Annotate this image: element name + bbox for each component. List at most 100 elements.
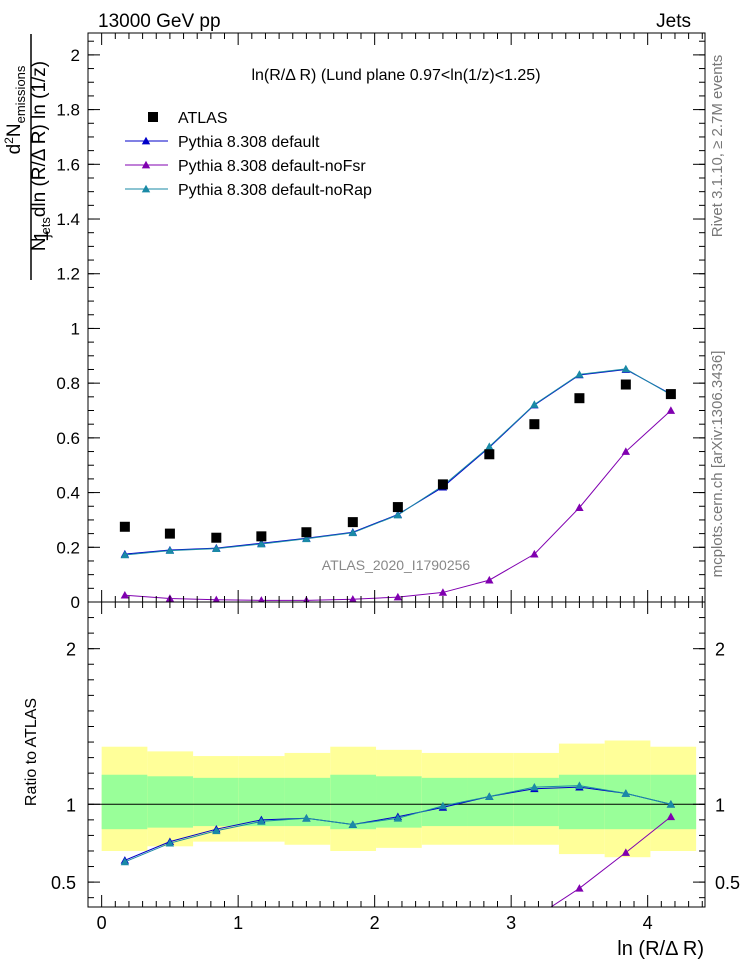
series-2-point <box>485 442 494 450</box>
rivet-note: Rivet 3.1.10, ≥ 2.7M events <box>709 55 726 238</box>
x-tick-label: 1 <box>233 913 243 933</box>
reference-point <box>620 379 631 390</box>
ratio-2-point <box>165 838 175 847</box>
ratio-tick-label-right: 2 <box>715 640 725 660</box>
y-label-den-rest: dln (R/Δ R) ln (1/z) <box>29 61 50 217</box>
legend-marker-reference <box>148 112 158 122</box>
ratio-axis-label: Ratio to ATLAS <box>23 698 40 806</box>
y-label-num-sub: emissions <box>13 65 28 123</box>
ratio-2-point <box>530 782 539 791</box>
ratio-2-point <box>666 800 676 808</box>
ratio-inner-band <box>604 774 651 830</box>
x-tick-label: 3 <box>506 913 516 933</box>
y-axis-label: 1 d2Nemissions Njetsdln (R/Δ R) ln (1/z) <box>2 34 53 280</box>
y-tick-label: 0.4 <box>56 484 80 503</box>
series-2-point <box>302 534 311 543</box>
reference-point <box>484 449 495 460</box>
y-label-num-sup: 2 <box>2 137 16 144</box>
header-right-label: Jets <box>656 11 691 32</box>
x-tick-label: 2 <box>370 913 380 933</box>
legend-label-reference: ATLAS <box>178 110 228 127</box>
series-2-point <box>257 539 266 548</box>
ratio-2-point <box>575 781 584 789</box>
ratio-inner-band <box>558 774 605 830</box>
ratio-tick-label-right: 1 <box>715 795 725 815</box>
ratio-1-point <box>575 884 584 892</box>
series-2-point <box>393 510 403 519</box>
reference-point <box>529 419 540 430</box>
reference-point <box>211 532 222 543</box>
ratio-inner-band <box>650 774 697 830</box>
y-tick-label: 0.8 <box>56 374 80 393</box>
analysis-label: ATLAS_2020_I1790256 <box>322 557 471 573</box>
legend-marker-0 <box>141 136 151 145</box>
y-tick-label: 1.4 <box>56 210 80 229</box>
ratio-tick-label: 0.5 <box>51 873 76 893</box>
ratio-2-point <box>257 817 266 825</box>
ratio-2-point <box>438 801 448 810</box>
reference-point <box>392 502 403 513</box>
ratio-2-point <box>120 857 130 866</box>
y-label-denominator: Njetsdln (R/Δ R) ln (1/z) <box>29 61 53 251</box>
series-2-point <box>165 546 175 554</box>
ratio-1-point <box>621 848 631 856</box>
ratio-tick-label-right: 0.5 <box>715 873 740 893</box>
header-left-label: 13000 GeV pp <box>98 11 221 32</box>
y-tick-label: 1.6 <box>56 155 80 174</box>
y-tick-label: 1.2 <box>56 265 80 284</box>
y-tick-label: 1.8 <box>56 101 80 120</box>
ratio-inner-band <box>147 776 194 828</box>
ratio-inner-band <box>467 777 514 827</box>
series-2-point <box>120 550 130 559</box>
main-panel: 0 0.2 0.4 0.6 0.8 1 1.2 1.4 1.6 1.8 2 ln(R/Δ R) (L… <box>56 32 706 612</box>
series-1-point <box>530 549 539 558</box>
ratio-2-point <box>348 820 358 828</box>
ratio-2-point <box>621 789 631 797</box>
reference-point <box>119 521 130 532</box>
y-label-num-d: d <box>4 144 25 155</box>
legend-label-2: Pythia 8.308 default-noRap <box>178 182 372 199</box>
ratio-inner-band <box>193 777 239 827</box>
series-2-point <box>348 528 358 537</box>
y-label-den-sub: jets <box>38 217 53 239</box>
y-label-num-n: N <box>4 123 25 137</box>
y-tick-label: 0.2 <box>56 538 80 557</box>
x-tick-label: 0 <box>97 913 107 933</box>
y-label-one: 1 <box>31 230 53 241</box>
mcplots-note: mcplots.cern.ch [arXiv:1306.3436] <box>709 351 726 578</box>
chart-title: ln(R/Δ R) (Lund plane 0.97<ln(1/z)<1.25) <box>251 67 540 84</box>
reference-point <box>164 528 175 539</box>
ratio-tick-label: 1 <box>66 795 76 815</box>
series-2-point <box>212 544 221 553</box>
ratio-panel: 0.5 0.5 1 1 2 2 0 1 2 3 4 Ratio to ATLAS <box>23 601 740 933</box>
legend: ATLAS Pythia 8.308 default Pythia 8.308 de… <box>125 110 372 199</box>
ratio-1-point <box>666 812 676 821</box>
ratio-inner-band <box>330 774 377 830</box>
series-1-point <box>348 595 357 602</box>
reference-point <box>256 531 267 542</box>
series-1-point <box>621 447 631 455</box>
series-2-point <box>621 364 631 373</box>
series-1-point <box>575 503 584 511</box>
ratio-inner-band <box>513 777 559 827</box>
y-label-den-n: N <box>29 237 50 251</box>
series-2-point <box>575 370 584 378</box>
series-1-point <box>393 592 403 601</box>
reference-point <box>437 479 448 490</box>
reference-point <box>347 517 358 528</box>
reference-point <box>574 393 585 404</box>
series-2-point <box>530 400 539 408</box>
ratio-2-point <box>212 826 221 835</box>
series-1-point <box>212 595 220 602</box>
series-1-point <box>120 590 130 599</box>
series-1-point <box>438 588 448 596</box>
ratio-panel-frame <box>87 601 706 908</box>
y-tick-label: 2 <box>71 46 80 65</box>
series-1-point <box>666 406 676 414</box>
x-tick-label: 4 <box>643 913 653 933</box>
reference-point <box>665 389 676 400</box>
ratio-tick-label: 2 <box>66 640 76 660</box>
series-line-2 <box>124 368 672 556</box>
series-1-point <box>258 596 265 602</box>
